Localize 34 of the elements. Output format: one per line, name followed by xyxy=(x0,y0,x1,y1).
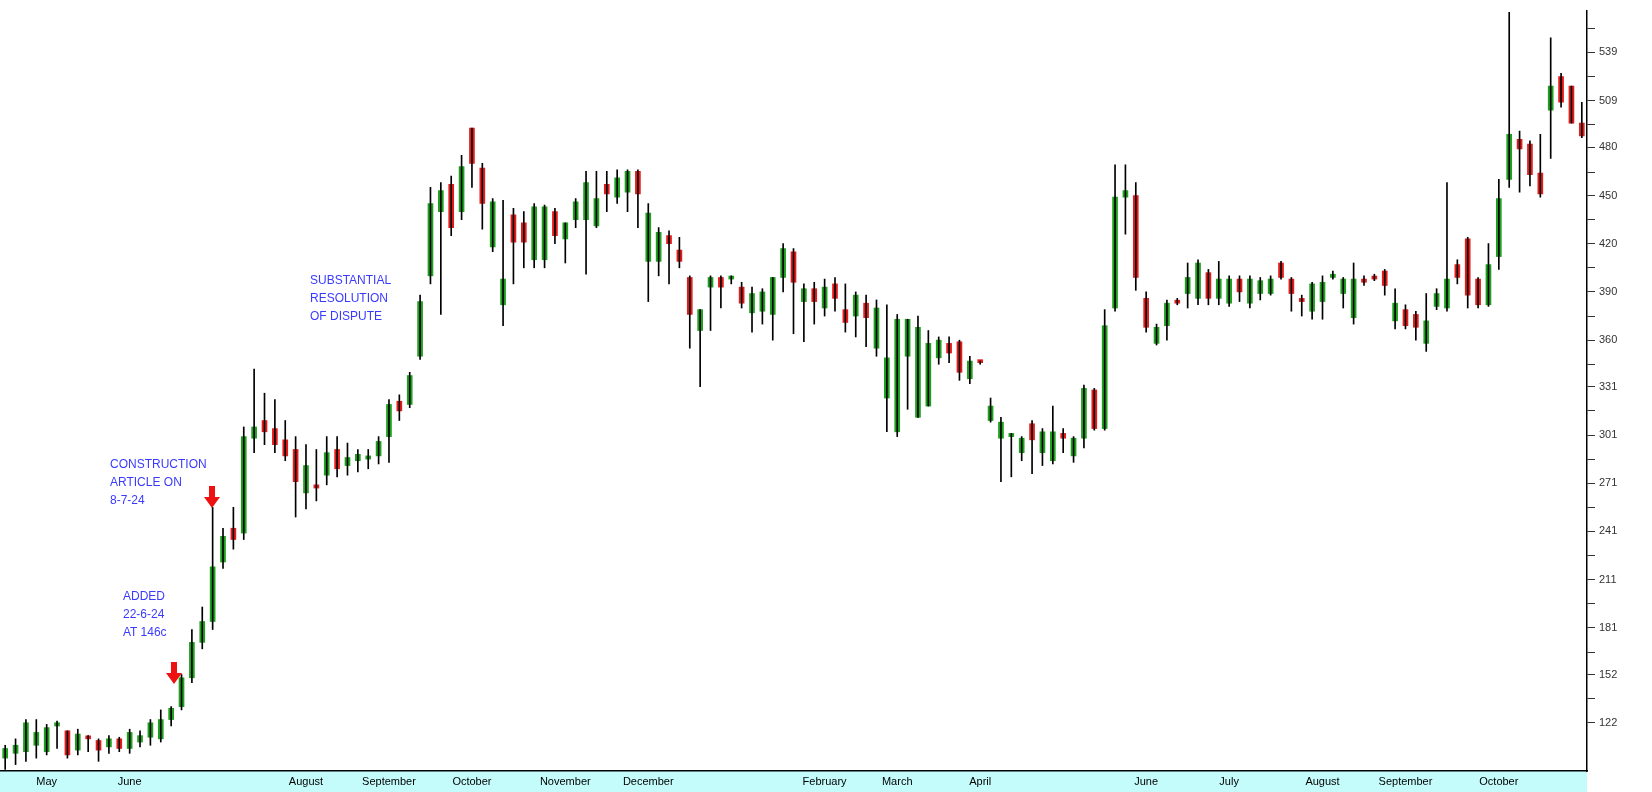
annotation: ADDED 22-6-24 AT 146c xyxy=(123,589,167,639)
x-tick-label: March xyxy=(881,774,913,787)
y-tick-label: 509 xyxy=(1599,93,1618,106)
x-tick-label: December xyxy=(622,774,674,787)
y-tick-label: 211 xyxy=(1599,572,1617,585)
x-tick-label: November xyxy=(539,774,592,787)
y-tick-label: 450 xyxy=(1599,188,1618,201)
annotation: SUBSTANTIAL RESOLUTION OF DISPUTE xyxy=(310,273,392,323)
x-tick-label: September xyxy=(362,774,417,787)
y-tick-label: 271 xyxy=(1599,476,1618,489)
y-tick-label: 181 xyxy=(1599,620,1618,633)
y-tick-label: 480 xyxy=(1599,140,1618,153)
x-tick-label: August xyxy=(288,774,324,787)
x-tick-label: June xyxy=(1134,774,1159,787)
y-tick-label: 301 xyxy=(1599,428,1618,441)
x-tick-label: October xyxy=(452,774,492,787)
annotation: CONSTRUCTION ARTICLE ON 8-7-24 xyxy=(110,457,207,507)
y-tick-label: 390 xyxy=(1599,284,1618,297)
candlestick xyxy=(977,359,984,365)
y-tick-label: 360 xyxy=(1599,333,1618,346)
y-tick-label: 152 xyxy=(1599,667,1618,680)
x-tick-label: September xyxy=(1378,774,1433,787)
x-tick-label: October xyxy=(1479,774,1519,787)
x-tick-label: February xyxy=(802,774,848,787)
x-tick-label: May xyxy=(36,774,58,787)
y-tick-label: 331 xyxy=(1599,379,1618,392)
x-tick-label: July xyxy=(1219,774,1240,787)
x-tick-label: April xyxy=(969,774,992,787)
x-tick-label: August xyxy=(1305,774,1340,787)
y-tick-label: 420 xyxy=(1599,236,1618,249)
y-tick-label: 241 xyxy=(1599,524,1618,537)
y-tick-label: 122 xyxy=(1599,715,1618,728)
x-tick-label: June xyxy=(117,774,142,787)
y-tick-label: 539 xyxy=(1599,45,1618,58)
